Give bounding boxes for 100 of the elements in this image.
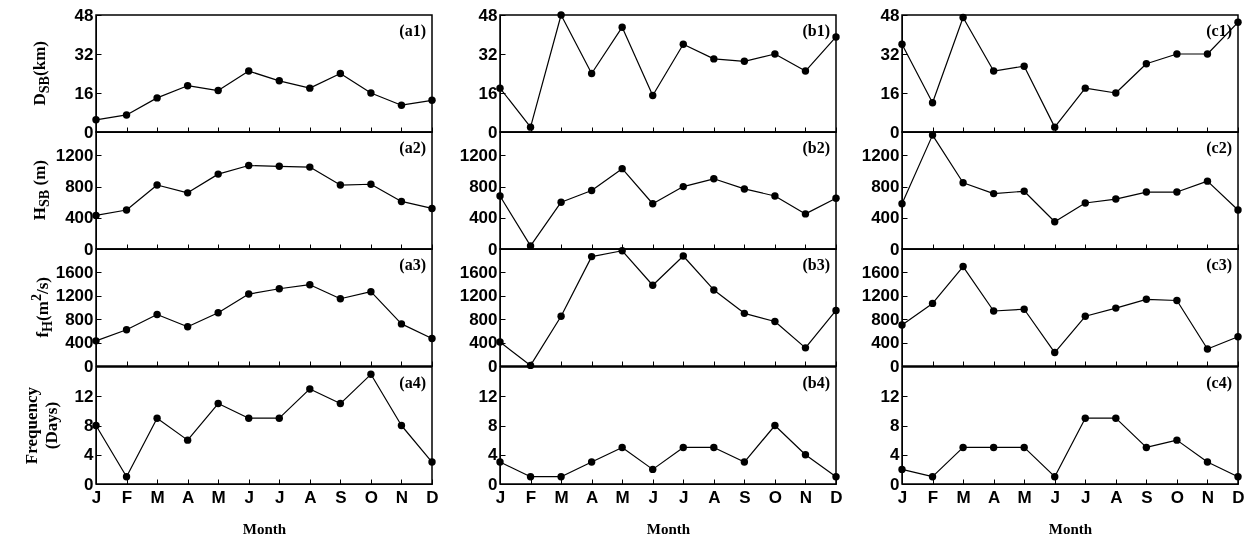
- point: [801, 210, 810, 218]
- point: [122, 111, 131, 119]
- y-tick-label: 800: [469, 177, 498, 197]
- point: [557, 472, 565, 481]
- point: [832, 194, 840, 202]
- point: [740, 309, 749, 318]
- point: [1081, 84, 1089, 92]
- y-tick-label: 800: [65, 309, 94, 329]
- point: [1142, 443, 1151, 452]
- y-tick-label: 1600: [55, 262, 94, 282]
- x-tick-label: M: [211, 487, 226, 507]
- point: [214, 86, 222, 95]
- point: [1081, 414, 1089, 422]
- annotation: (a2): [399, 139, 426, 157]
- point: [649, 200, 657, 208]
- point: [245, 67, 253, 75]
- point: [1051, 123, 1059, 131]
- point: [1234, 206, 1242, 214]
- point: [275, 162, 283, 171]
- point: [245, 414, 253, 422]
- point: [928, 472, 937, 481]
- x-axis-title: Month: [1048, 520, 1093, 537]
- annotation: (c1): [1206, 22, 1232, 40]
- point: [397, 320, 406, 328]
- point: [710, 175, 718, 183]
- x-tick-label: M: [1017, 487, 1032, 507]
- x-tick-label: J: [679, 487, 689, 507]
- point: [1234, 472, 1242, 481]
- point: [183, 323, 192, 331]
- y-tick-label: 400: [65, 333, 94, 353]
- y-tick-label: 800: [469, 309, 498, 329]
- point: [1173, 296, 1181, 305]
- y-tick-label: 32: [478, 44, 498, 64]
- point: [618, 443, 626, 452]
- y-tick-label: 48: [880, 5, 900, 25]
- annotation: (b3): [802, 256, 830, 274]
- y-tick-label: 0: [890, 122, 900, 142]
- y-tick-label: 12: [74, 386, 94, 406]
- point: [740, 458, 749, 466]
- x-tick-label: A: [586, 487, 599, 507]
- y-tick-label: 8: [488, 416, 498, 435]
- point: [526, 242, 535, 250]
- y-tick-label: 4: [890, 445, 901, 465]
- annotation: (a3): [399, 256, 426, 274]
- point: [928, 131, 937, 139]
- point: [618, 247, 626, 255]
- y-tick-label: 8: [890, 416, 900, 435]
- y-tick-label: 4: [488, 445, 499, 465]
- y-tick-label: 1200: [459, 145, 498, 165]
- point: [740, 185, 749, 193]
- point: [679, 182, 687, 191]
- point: [801, 451, 810, 459]
- point: [649, 281, 657, 289]
- point: [122, 326, 131, 334]
- y-tick-label: 1600: [459, 262, 498, 282]
- point: [679, 443, 687, 452]
- point: [587, 69, 596, 78]
- point: [1142, 295, 1151, 304]
- point: [367, 370, 375, 379]
- point: [1234, 18, 1242, 27]
- point: [122, 472, 131, 481]
- point: [153, 310, 161, 319]
- y-tick-label: 800: [65, 177, 94, 197]
- x-axis-title: Month: [646, 520, 691, 537]
- point: [679, 252, 687, 260]
- annotation: (c4): [1206, 374, 1232, 392]
- y-tick-label: 0: [488, 239, 498, 259]
- x-tick-label: F: [121, 487, 133, 507]
- x-tick-label: A: [1110, 487, 1123, 507]
- y-tick-label: 12: [880, 386, 900, 406]
- point: [275, 77, 283, 85]
- point: [989, 189, 998, 198]
- point: [183, 189, 192, 197]
- point: [1081, 199, 1089, 207]
- point: [1142, 188, 1151, 196]
- point: [771, 317, 779, 326]
- point: [710, 443, 718, 452]
- point: [898, 321, 906, 329]
- point: [832, 306, 840, 315]
- y-axis-title: Frequency (Days): [22, 386, 62, 465]
- y-tick-label: 1600: [861, 262, 900, 282]
- point: [928, 299, 937, 308]
- y-tick-label: 0: [890, 474, 900, 494]
- y-tick-label: 16: [74, 83, 94, 103]
- point: [496, 192, 504, 200]
- point: [1203, 50, 1212, 58]
- x-tick-label: J: [1050, 487, 1060, 507]
- point: [1051, 218, 1059, 226]
- point: [587, 186, 596, 195]
- x-tick-label: D: [426, 487, 439, 507]
- point: [214, 309, 222, 317]
- point: [275, 285, 283, 293]
- y-tick-label: 8: [84, 416, 94, 435]
- point: [1020, 187, 1028, 195]
- y-tick-label: 32: [880, 44, 900, 64]
- point: [1203, 177, 1212, 185]
- x-axis-title: Month: [242, 520, 287, 537]
- point: [336, 181, 345, 189]
- point: [898, 40, 906, 48]
- x-tick-label: F: [525, 487, 537, 507]
